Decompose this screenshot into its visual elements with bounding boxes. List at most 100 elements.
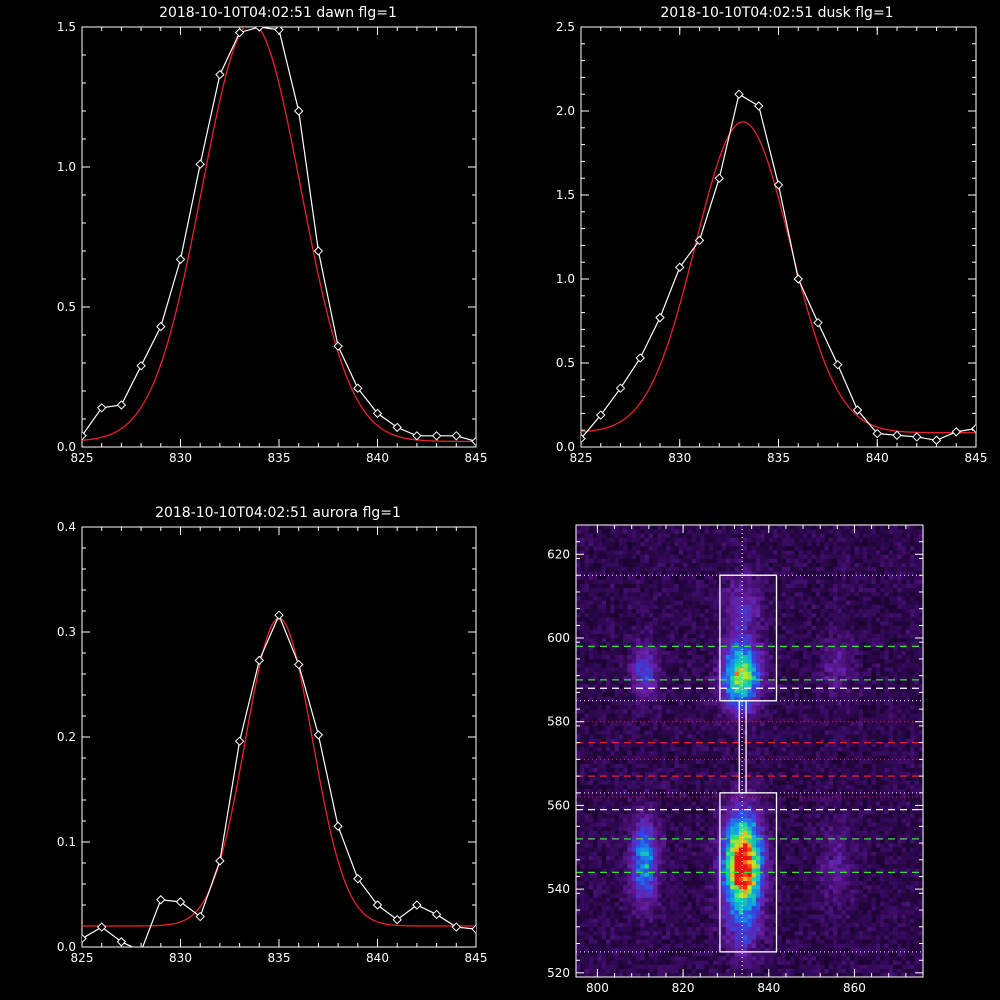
heatmap-cell [738, 889, 744, 894]
heatmap-cell [773, 918, 778, 923]
heatmap-cell [730, 763, 735, 769]
heatmap-cell [777, 805, 782, 810]
heatmap-cell [601, 855, 607, 861]
heatmap-cell [875, 960, 881, 965]
heatmap-cell [670, 864, 675, 869]
heatmap-cell [717, 788, 722, 794]
heatmap-cell [803, 956, 808, 961]
heatmap-cell [807, 859, 812, 865]
heatmap-cell [717, 951, 722, 957]
heatmap-cell [850, 893, 855, 898]
data-point-marker [372, 900, 383, 910]
heatmap-cell [665, 922, 671, 928]
heatmap-cell [747, 792, 752, 798]
heatmap-cell [678, 742, 684, 748]
heatmap-cell [644, 935, 650, 940]
heatmap-cell [884, 751, 890, 756]
heatmap-cell [845, 838, 851, 844]
heatmap-cell [854, 826, 860, 831]
heatmap-cell [713, 939, 718, 944]
heatmap-cell [713, 843, 718, 848]
heatmap-cell [918, 905, 924, 911]
heatmap-cell [854, 759, 860, 764]
heatmap-cell [665, 947, 671, 953]
heatmap-cell [824, 951, 830, 957]
heatmap-cell [653, 872, 658, 877]
heatmap-cell [665, 751, 671, 756]
heatmap-cell [576, 935, 581, 940]
heatmap-cell [670, 792, 675, 798]
heatmap-cell [665, 868, 671, 873]
heatmap-cell [773, 767, 778, 773]
heatmap-cell [747, 918, 752, 923]
heatmap-cell [777, 830, 782, 836]
heatmap-cell [798, 809, 804, 815]
heatmap-cell [640, 763, 645, 769]
heatmap-cell [880, 759, 885, 764]
heatmap-cell [584, 742, 590, 748]
heatmap-cell [914, 889, 920, 894]
heatmap-cell [884, 809, 890, 815]
heatmap-cell [760, 746, 765, 752]
heatmap-cell [610, 930, 615, 936]
heatmap-cell [837, 905, 842, 911]
heatmap-cell [627, 738, 632, 743]
heatmap-cell [721, 947, 727, 953]
heatmap-cell [601, 784, 607, 789]
heatmap-cell [717, 759, 722, 764]
heatmap-cell [593, 918, 598, 923]
heatmap-cell [854, 893, 860, 898]
heatmap-cell [794, 780, 800, 785]
heatmap-cell [597, 897, 602, 902]
heatmap-cell [691, 767, 697, 773]
heatmap-cell [580, 914, 585, 919]
heatmap-cell [623, 855, 628, 861]
heatmap-cell [841, 884, 847, 890]
heatmap-cell [918, 847, 924, 852]
heatmap-cell [803, 771, 808, 777]
heatmap-cell [897, 830, 902, 836]
heatmap-cell [884, 855, 890, 861]
heatmap-cell [893, 805, 898, 810]
heatmap-cell [708, 738, 714, 743]
heatmap-cell [653, 868, 658, 873]
heatmap-cell [918, 767, 924, 773]
heatmap-cell [785, 813, 791, 819]
heatmap-cell [678, 855, 684, 861]
heatmap-cell [687, 797, 692, 802]
heatmap-cell [785, 847, 791, 852]
heatmap-cell [803, 872, 808, 877]
heatmap-cell [884, 817, 890, 823]
heatmap-cell [858, 751, 864, 756]
heatmap-cell [764, 771, 770, 777]
heatmap-cell [764, 843, 770, 848]
heatmap-cell [614, 964, 620, 969]
heatmap-cell [593, 972, 598, 978]
heatmap-cell [841, 742, 847, 748]
heatmap-cell [781, 851, 787, 856]
heatmap-cell [725, 830, 731, 836]
heatmap-cell [850, 847, 855, 852]
heatmap-cell [764, 751, 770, 756]
heatmap-cell [888, 914, 894, 919]
heatmap-cell [828, 834, 834, 840]
heatmap-cell [627, 834, 632, 840]
heatmap-cell [880, 939, 885, 944]
heatmap-cell [781, 801, 787, 806]
heatmap-cell [657, 801, 662, 806]
heatmap-cell [674, 880, 680, 886]
heatmap-cell [905, 776, 911, 781]
heatmap-cell [614, 939, 620, 944]
heatmap-cell [687, 759, 692, 764]
heatmap-cell [777, 926, 782, 932]
heatmap-cell [738, 763, 744, 769]
heatmap-cell [850, 960, 855, 965]
heatmap-cell [605, 876, 611, 882]
heatmap-cell [828, 771, 834, 777]
heatmap-cell [657, 859, 662, 865]
heatmap-cell [747, 884, 752, 890]
heatmap-cell [580, 876, 585, 882]
heatmap-cell [747, 847, 752, 852]
heatmap-cell [730, 880, 735, 886]
heatmap-cell [695, 767, 701, 773]
